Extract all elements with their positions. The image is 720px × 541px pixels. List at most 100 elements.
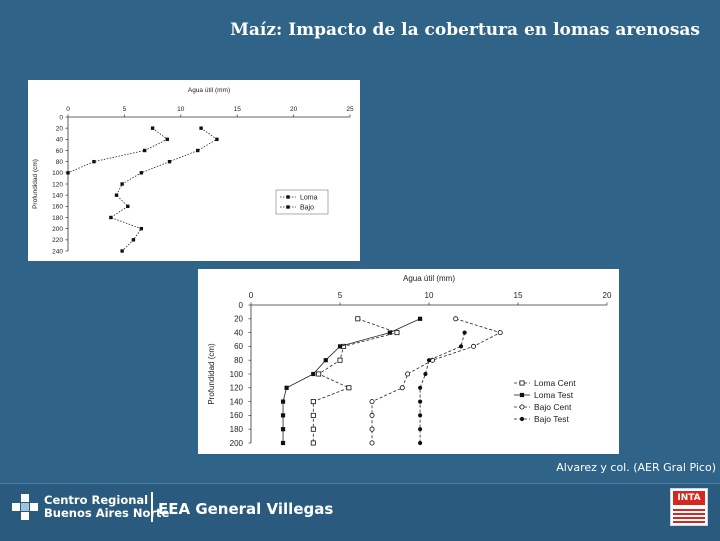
footer-bar <box>0 483 720 541</box>
chart-2-y-axis-label: Profundidad (cm) <box>207 343 216 405</box>
chart-2-data-point <box>387 330 392 335</box>
chart-1-legend-label: Loma <box>300 194 318 201</box>
chart-2-data-point <box>405 371 411 377</box>
chart-1-data-point <box>150 126 155 130</box>
chart-2-data-point <box>337 357 343 363</box>
chart-1-y-tick-label: 180 <box>52 215 63 222</box>
inta-logo-text: INTA <box>673 491 705 505</box>
chart-2-data-point <box>399 385 405 391</box>
chart-1-y-tick-label: 240 <box>52 248 63 255</box>
chart-2-x-axis-label: Agua útil (mm) <box>403 274 455 283</box>
chart-2-x-tick-label: 5 <box>338 291 343 300</box>
chart-1-data-point <box>139 171 144 175</box>
chart-2-data-point <box>423 371 428 377</box>
chart-2-y-tick-label: 120 <box>230 384 244 393</box>
inta-logo-stripes <box>673 507 705 523</box>
citation: Alvarez y col. (AER Gral Pico) <box>556 461 716 474</box>
chart-1-data-point <box>120 182 124 186</box>
chart-1-series-line-0 <box>67 127 169 174</box>
chart-1-data-point <box>143 148 147 153</box>
chart-2-legend-marker <box>519 416 525 422</box>
chart-2-data-point <box>418 316 423 321</box>
chart-2-data-point <box>310 440 316 446</box>
chart-2-data-point <box>453 316 459 322</box>
chart-1-x-tick-label: 10 <box>177 106 185 113</box>
chart-2-data-point <box>310 426 316 432</box>
chart-2-series-line-3 <box>419 332 465 443</box>
chart-2-data-point <box>316 371 322 377</box>
chart-2-y-tick-label: 20 <box>234 315 243 324</box>
chart-2-x-tick-label: 10 <box>425 291 434 300</box>
chart-2-data-point <box>418 413 423 418</box>
chart-1-legend-marker <box>286 195 290 199</box>
chart-1-data-point <box>131 238 136 242</box>
chart-2-x-tick-label: 15 <box>514 291 523 300</box>
chart-1-data-point <box>199 126 203 130</box>
org-name-line-1: Centro Regional <box>44 493 149 507</box>
chart-1-legend-label: Bajo <box>300 204 314 211</box>
chart-2-x-tick-label: 0 <box>249 291 254 300</box>
chart-2-data-point <box>458 344 464 349</box>
chart-1-data-point <box>114 193 119 197</box>
chart-2-data-point <box>310 399 316 405</box>
chart-2-series-line-0 <box>312 318 399 443</box>
chart-1-y-tick-label: 40 <box>56 137 64 144</box>
chart-2-series-line-2 <box>371 318 502 443</box>
chart-1-data-point <box>196 148 200 153</box>
chart-2-data-point <box>323 358 328 363</box>
chart-2-data-point <box>462 330 467 335</box>
chart-1-y-tick-label: 60 <box>56 148 64 155</box>
chart-1-x-tick-label: 0 <box>66 106 70 113</box>
org-name-line-2: Buenos Aires Norte <box>44 506 170 520</box>
chart-1-x-axis-label: Agua útil (mm) <box>188 87 230 94</box>
chart-panel-2: Agua útil (mm) 0 5 10 15 20 0 20 40 60 80 100 120 140… <box>198 269 619 454</box>
chart-2-x-tick-label: 20 <box>603 291 612 300</box>
chart-2-legend-marker <box>519 380 525 386</box>
chart-2-y-tick-label: 40 <box>234 328 243 337</box>
chart-2-y-tick-label: 160 <box>230 411 244 420</box>
chart-1-svg: Agua útil (mm) 0 5 10 15 20 25 0 20 40 60 80 100 120 1… <box>32 87 354 255</box>
chart-2-data-point <box>369 440 375 446</box>
inta-logo: INTA <box>670 488 708 526</box>
chart-1-data-point <box>66 171 70 175</box>
chart-2-legend-label: Bajo Test <box>534 414 569 424</box>
chart-2-y-tick-label: 0 <box>239 301 244 310</box>
chart-1-data-point <box>139 226 144 231</box>
chart-2-legend-label: Bajo Cent <box>534 402 572 412</box>
chart-2-data-point <box>310 412 316 418</box>
chart-1-data-point <box>92 159 96 164</box>
chart-2-y-tick-label: 80 <box>234 356 243 365</box>
chart-2-data-point <box>280 413 286 418</box>
chart-1-series-line-1 <box>109 127 218 252</box>
station-name: EEA General Villegas <box>158 500 334 518</box>
chart-2-data-point <box>418 399 423 404</box>
chart-2-y-tick-label: 100 <box>230 370 244 379</box>
chart-1-data-point <box>126 204 130 209</box>
chart-2-data-point <box>280 399 286 404</box>
chart-1-data-point <box>120 249 124 253</box>
chart-2-legend-label: Loma Cent <box>534 378 576 388</box>
chart-1-y-tick-label: 20 <box>56 125 64 132</box>
chart-1-legend-box <box>275 189 329 215</box>
chart-2-legend-marker <box>519 392 525 398</box>
chart-1-y-tick-label: 140 <box>52 192 63 199</box>
chart-2-y-tick-label: 60 <box>234 342 243 351</box>
chart-2-data-point <box>497 330 503 336</box>
chart-2-data-point <box>346 385 352 391</box>
chart-2-data-point <box>280 427 286 432</box>
chart-1-x-tick-label: 25 <box>346 106 354 113</box>
chart-1-y-tick-label: 0 <box>59 114 63 121</box>
regional-logo-icon <box>12 494 38 520</box>
chart-1-y-tick-label: 80 <box>56 159 64 166</box>
chart-1-legend-marker <box>286 205 290 209</box>
chart-2-data-point <box>426 358 432 363</box>
chart-1-data-point <box>215 137 219 142</box>
chart-2-data-point <box>355 316 361 322</box>
footer-divider <box>151 492 153 522</box>
chart-2-data-point <box>418 440 423 446</box>
chart-1-data-point <box>167 159 172 164</box>
chart-2-data-point <box>394 330 400 336</box>
chart-1-data-point <box>165 137 169 142</box>
chart-2-data-point <box>369 412 375 418</box>
chart-2-data-point <box>369 399 375 405</box>
